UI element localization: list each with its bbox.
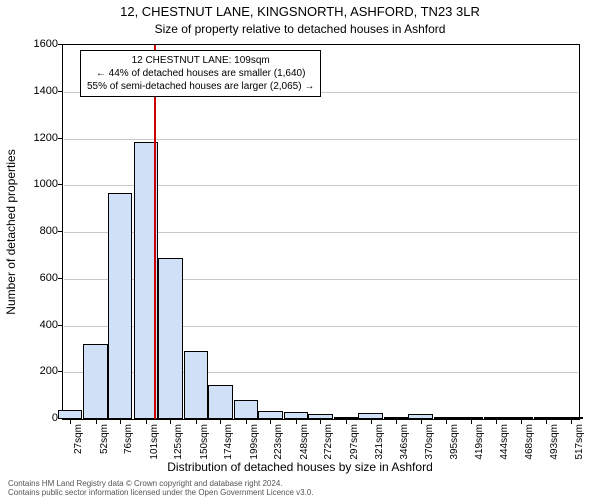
y-tick-mark — [58, 184, 62, 185]
y-tick-mark — [58, 91, 62, 92]
histogram-bar — [358, 413, 383, 419]
y-tick-mark — [58, 418, 62, 419]
x-tick-mark — [196, 420, 197, 424]
legend-line-3: 55% of semi-detached houses are larger (… — [87, 80, 314, 93]
x-tick-label: 101sqm — [149, 424, 160, 474]
y-tick-mark — [58, 371, 62, 372]
x-tick-mark — [146, 420, 147, 424]
y-tick-label: 800 — [18, 225, 58, 237]
x-tick-label: 125sqm — [173, 424, 184, 474]
y-axis-label: Number of detached properties — [4, 149, 18, 314]
histogram-bar — [434, 417, 459, 419]
y-tick-mark — [58, 278, 62, 279]
x-tick-mark — [170, 420, 171, 424]
y-tick-label: 0 — [18, 412, 58, 424]
histogram-bar — [208, 385, 233, 419]
histogram-bar — [334, 417, 359, 419]
footer-line-2: Contains public sector information licen… — [8, 488, 592, 498]
x-tick-label: 297sqm — [349, 424, 360, 474]
x-tick-mark — [270, 420, 271, 424]
y-tick-label: 600 — [18, 272, 58, 284]
x-tick-label: 52sqm — [99, 424, 110, 474]
legend-line-2: ← 44% of detached houses are smaller (1,… — [87, 67, 314, 80]
x-tick-label: 321sqm — [374, 424, 385, 474]
x-tick-label: 272sqm — [323, 424, 334, 474]
histogram-bar — [408, 414, 433, 419]
chart-title-address: 12, CHESTNUT LANE, KINGSNORTH, ASHFORD, … — [0, 4, 600, 19]
histogram-bar — [384, 417, 409, 419]
histogram-bar — [308, 414, 333, 419]
x-tick-mark — [571, 420, 572, 424]
chart-title-desc: Size of property relative to detached ho… — [0, 22, 600, 36]
x-tick-mark — [546, 420, 547, 424]
x-tick-label: 248sqm — [299, 424, 310, 474]
x-tick-label: 346sqm — [399, 424, 410, 474]
plot-area — [62, 44, 580, 420]
x-tick-mark — [320, 420, 321, 424]
x-tick-label: 199sqm — [249, 424, 260, 474]
x-tick-mark — [421, 420, 422, 424]
y-tick-mark — [58, 44, 62, 45]
legend-line-1: 12 CHESTNUT LANE: 109sqm — [87, 54, 314, 67]
x-tick-mark — [96, 420, 97, 424]
x-tick-mark — [496, 420, 497, 424]
x-tick-mark — [371, 420, 372, 424]
histogram-bar — [184, 351, 209, 419]
histogram-bar — [83, 344, 108, 419]
x-tick-label: 493sqm — [549, 424, 560, 474]
x-tick-mark — [521, 420, 522, 424]
y-tick-mark — [58, 138, 62, 139]
histogram-bar — [234, 400, 259, 419]
legend-box: 12 CHESTNUT LANE: 109sqm ← 44% of detach… — [80, 50, 321, 97]
y-tick-label: 200 — [18, 365, 58, 377]
x-tick-mark — [396, 420, 397, 424]
x-tick-label: 444sqm — [499, 424, 510, 474]
histogram-bar — [534, 417, 559, 419]
chart-frame: 12, CHESTNUT LANE, KINGSNORTH, ASHFORD, … — [0, 0, 600, 500]
x-tick-label: 223sqm — [273, 424, 284, 474]
x-tick-mark — [220, 420, 221, 424]
histogram-bar — [258, 411, 283, 419]
x-tick-mark — [120, 420, 121, 424]
y-tick-label: 1400 — [18, 85, 58, 97]
histogram-bar — [284, 412, 309, 419]
gridline — [64, 139, 578, 140]
y-tick-label: 1000 — [18, 178, 58, 190]
histogram-bar — [484, 417, 509, 419]
x-tick-label: 419sqm — [474, 424, 485, 474]
y-tick-label: 1600 — [18, 38, 58, 50]
histogram-bar — [559, 417, 584, 419]
x-tick-label: 468sqm — [524, 424, 535, 474]
x-tick-mark — [346, 420, 347, 424]
x-tick-mark — [471, 420, 472, 424]
x-tick-label: 395sqm — [449, 424, 460, 474]
reference-line — [154, 45, 156, 419]
y-tick-label: 400 — [18, 319, 58, 331]
x-tick-label: 517sqm — [574, 424, 585, 474]
x-tick-mark — [296, 420, 297, 424]
x-tick-label: 370sqm — [424, 424, 435, 474]
y-tick-mark — [58, 231, 62, 232]
footer-line-1: Contains HM Land Registry data © Crown c… — [8, 479, 592, 489]
histogram-bar — [158, 258, 183, 419]
x-tick-label: 150sqm — [199, 424, 210, 474]
histogram-bar — [458, 417, 483, 419]
x-tick-label: 174sqm — [223, 424, 234, 474]
x-tick-label: 76sqm — [123, 424, 134, 474]
x-tick-label: 27sqm — [73, 424, 84, 474]
footer-attribution: Contains HM Land Registry data © Crown c… — [8, 479, 592, 498]
histogram-bar — [508, 417, 533, 419]
y-tick-mark — [58, 325, 62, 326]
y-tick-label: 1200 — [18, 132, 58, 144]
x-tick-mark — [446, 420, 447, 424]
histogram-bar — [108, 193, 133, 419]
x-tick-mark — [246, 420, 247, 424]
x-tick-mark — [70, 420, 71, 424]
